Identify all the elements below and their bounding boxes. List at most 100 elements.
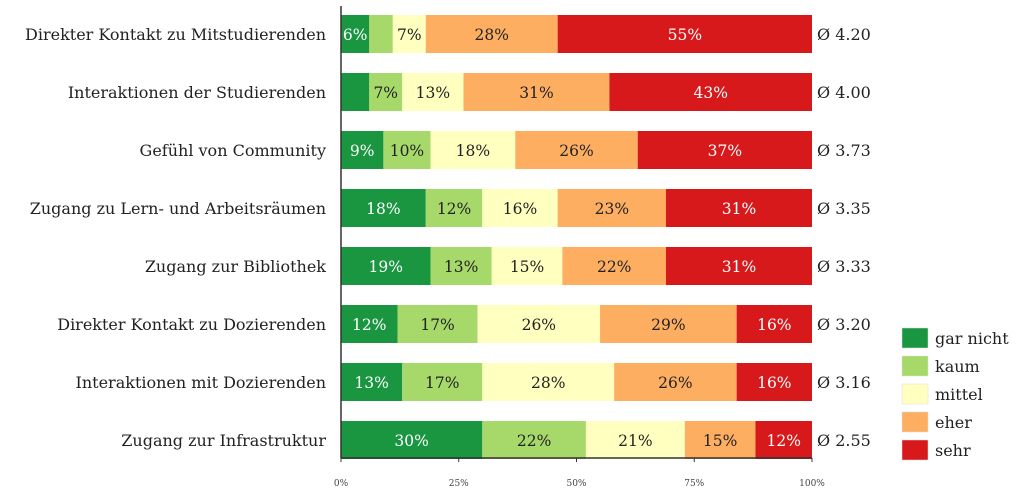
bar-segment-kaum — [383, 131, 431, 169]
average-label: Ø 4.00 — [817, 83, 871, 102]
x-tick-label: 50% — [566, 479, 586, 489]
legend-label: gar nicht — [935, 329, 1009, 348]
category-label: Direkter Kontakt zu Dozierenden — [57, 315, 326, 334]
segment-data-label: 13% — [354, 374, 388, 392]
segment-data-label: 7% — [373, 84, 398, 102]
segment-data-label: 13% — [444, 258, 478, 276]
bar-segment-eher — [600, 305, 737, 343]
legend-label: sehr — [935, 441, 971, 460]
bar-segment-sehr — [736, 305, 812, 343]
segment-data-label: 16% — [757, 374, 791, 392]
bar-segment-mittel — [477, 305, 601, 343]
legend-swatch — [901, 439, 929, 461]
segment-data-label: 12% — [352, 316, 386, 334]
bar-segment-mittel — [402, 73, 464, 111]
x-axis: 0% 25% 50% 75% 100% — [334, 6, 825, 489]
bar-segment-eher — [562, 247, 666, 285]
segment-data-label: 31% — [519, 84, 553, 102]
segment-data-label: 28% — [474, 26, 508, 44]
bar-segment-gar-nicht — [341, 131, 384, 169]
bar-segment-sehr — [665, 189, 812, 227]
segment-data-label: 23% — [595, 200, 629, 218]
category-label: Gefühl von Community — [140, 141, 326, 160]
segment-data-label: 17% — [420, 316, 454, 334]
legend-swatch — [901, 355, 929, 377]
bar-segment-gar-nicht — [341, 73, 370, 111]
segment-data-label: 22% — [597, 258, 631, 276]
category-label: Zugang zur Infrastruktur — [121, 431, 326, 450]
average-label: Ø 4.20 — [817, 25, 871, 44]
segment-data-label: 12% — [437, 200, 471, 218]
x-tick-label: 0% — [334, 479, 349, 489]
segment-data-label: 7% — [397, 26, 422, 44]
bar-segment-gar-nicht — [341, 363, 403, 401]
bar-segment-eher — [557, 189, 666, 227]
average-labels: Ø 4.20 Ø 4.00 Ø 3.73 Ø 3.35 Ø 3.33 Ø 3.20 Ø 3.… — [817, 25, 871, 450]
segment-data-label: 28% — [531, 374, 565, 392]
legend-swatch — [901, 327, 929, 349]
bar-segment-kaum — [397, 305, 478, 343]
average-label: Ø 3.16 — [817, 373, 871, 392]
segment-data-label: 26% — [522, 316, 556, 334]
average-label: Ø 3.33 — [817, 257, 871, 276]
bar-segment-mittel — [482, 363, 615, 401]
x-tick-label: 75% — [684, 479, 704, 489]
bar-segment-kaum — [402, 363, 483, 401]
bar-segment-sehr — [665, 247, 812, 285]
legend-label: mittel — [935, 385, 983, 404]
segment-data-label: 31% — [722, 200, 756, 218]
average-label: Ø 3.73 — [817, 141, 871, 160]
segment-data-label: 15% — [510, 258, 544, 276]
x-tick-label: 25% — [449, 479, 469, 489]
bar-segment-kaum — [369, 15, 393, 53]
bar-segment-sehr — [736, 363, 812, 401]
segment-data-label: 29% — [651, 316, 685, 334]
category-label: Direkter Kontakt zu Mitstudierenden — [25, 25, 326, 44]
segment-data-label: 43% — [694, 84, 728, 102]
bar-segment-gar-nicht — [341, 189, 426, 227]
bar-segment-gar-nicht — [341, 247, 431, 285]
segment-data-label: 15% — [703, 432, 737, 450]
segment-data-label: 18% — [456, 142, 490, 160]
category-labels: Direkter Kontakt zu Mitstudierenden Inter… — [25, 25, 326, 450]
bars-group: 6% 7% 28% 55% 7% 13% 31% 43% 9% 10% 18% 26% 37% 18% 12… — [341, 15, 812, 459]
legend-swatch — [901, 383, 929, 405]
segment-data-label: 21% — [618, 432, 652, 450]
segment-data-label: 16% — [503, 200, 537, 218]
average-label: Ø 3.35 — [817, 199, 871, 218]
segment-data-label: 12% — [767, 432, 801, 450]
bar-segment-eher — [425, 15, 558, 53]
bar-segment-gar-nicht — [341, 421, 483, 459]
bar-segment-eher — [684, 421, 756, 459]
segment-data-label: 18% — [366, 200, 400, 218]
bar-segment-kaum — [482, 421, 586, 459]
segment-data-label: 22% — [517, 432, 551, 450]
legend-swatch — [901, 411, 929, 433]
bar-segment-sehr — [637, 131, 812, 169]
bar-segment-mittel — [482, 189, 558, 227]
bar-segment-gar-nicht — [341, 15, 370, 53]
legend: gar nicht kaum mittel eher sehr — [901, 327, 1009, 461]
segment-data-label: 16% — [757, 316, 791, 334]
segment-data-label: 26% — [559, 142, 593, 160]
bar-segment-sehr — [609, 73, 812, 111]
bar-segment-mittel — [392, 15, 426, 53]
bar-segment-gar-nicht — [341, 305, 398, 343]
legend-label: kaum — [935, 357, 980, 376]
category-label: Interaktionen der Studierenden — [68, 83, 326, 102]
bar-segment-sehr — [755, 421, 812, 459]
segment-data-label: 13% — [416, 84, 450, 102]
bar-segment-eher — [614, 363, 737, 401]
x-tick-label: 100% — [799, 479, 825, 489]
category-label: Zugang zu Lern- und Arbeitsräumen — [30, 199, 326, 218]
bar-segment-mittel — [585, 421, 685, 459]
category-label: Zugang zur Bibliothek — [145, 257, 326, 276]
average-label: Ø 3.20 — [817, 315, 871, 334]
segment-data-label: 30% — [394, 432, 428, 450]
segment-data-label: 55% — [668, 26, 702, 44]
bar-segment-kaum — [430, 247, 492, 285]
segment-data-label: 31% — [722, 258, 756, 276]
segment-data-label: 37% — [708, 142, 742, 160]
bar-segment-eher — [463, 73, 610, 111]
